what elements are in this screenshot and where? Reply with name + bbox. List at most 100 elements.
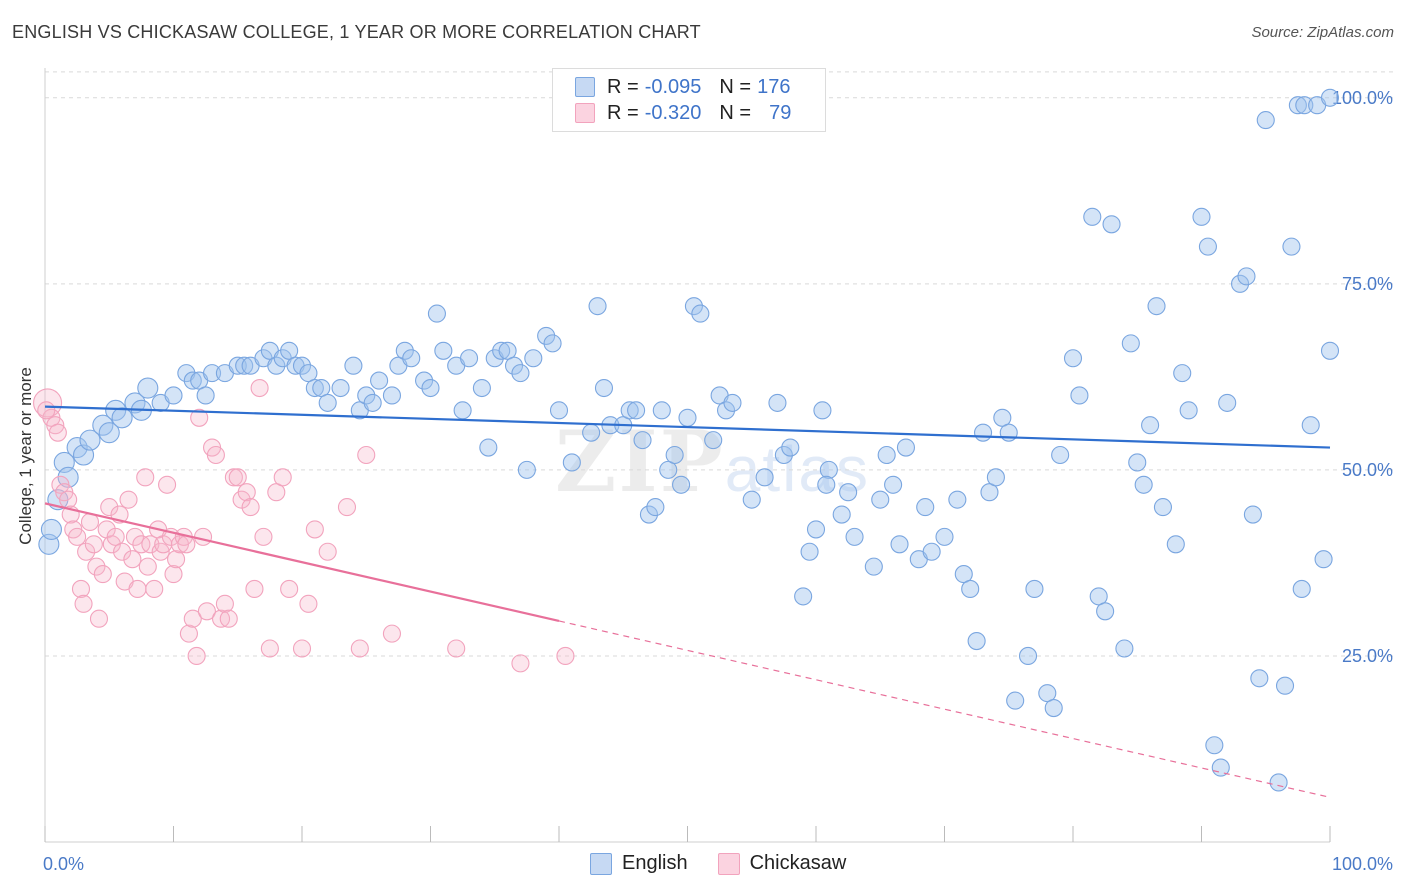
english-point (1115, 639, 1134, 658)
english-point (427, 304, 446, 323)
chickasaw-point (46, 416, 65, 435)
english-point (111, 407, 133, 429)
source-label: Source: ZipAtlas.com (1251, 24, 1394, 41)
english-swatch (575, 77, 595, 97)
english-point (1192, 207, 1211, 226)
english-point (183, 371, 202, 390)
english-point (292, 356, 312, 375)
chickasaw-point (119, 490, 138, 509)
english-point (1147, 297, 1166, 316)
english-point (1063, 349, 1083, 368)
english-point (1102, 215, 1121, 234)
english-point (954, 565, 973, 584)
english-point (1275, 676, 1295, 695)
english-point (267, 356, 286, 375)
stats-row-chickasaw: R = -0.320 N = 79 (575, 100, 791, 126)
bottom-legend: English Chickasaw (590, 852, 876, 875)
english-point (511, 364, 530, 383)
english-point (280, 341, 299, 360)
chickasaw-trend-line-extension (558, 620, 1331, 798)
english-point (890, 535, 909, 554)
english-point (453, 401, 472, 420)
english-point (1256, 111, 1275, 130)
chickasaw-point (211, 609, 231, 628)
english-point (421, 378, 440, 398)
chickasaw-point (556, 646, 575, 665)
chickasaw-point (89, 609, 109, 628)
chickasaw-point (337, 498, 357, 517)
english-n-label: N = (719, 75, 752, 98)
chickasaw-point (177, 535, 196, 554)
chickasaw-point (267, 483, 286, 502)
chickasaw-point (71, 579, 91, 599)
english-point (742, 490, 761, 509)
english-point (832, 505, 851, 524)
english-point (395, 341, 414, 360)
chickasaw-point (164, 565, 183, 584)
english-point (935, 527, 954, 546)
english-point (164, 386, 183, 405)
english-point (986, 468, 1005, 487)
english-point (582, 423, 601, 442)
chickasaw-point (350, 639, 369, 658)
english-point (877, 445, 896, 465)
english-point (299, 364, 318, 383)
chickasaw-point (206, 445, 225, 465)
english-point (1083, 207, 1102, 226)
english-point (774, 445, 793, 465)
english-n-value: 176 (757, 75, 791, 98)
chickasaw-point (84, 535, 103, 554)
english-point (800, 542, 819, 561)
chickasaw-r-value: -0.320 (644, 101, 702, 124)
english-point (203, 364, 222, 383)
english-point (716, 401, 736, 420)
english-point (498, 341, 517, 360)
chickasaw-point (77, 542, 96, 561)
chickasaw-point (123, 550, 142, 569)
chickasaw-n-label: N = (719, 101, 752, 124)
english-point (235, 356, 254, 375)
english-point (794, 587, 813, 606)
english-point (472, 378, 491, 398)
chickasaw-point (382, 624, 402, 643)
chickasaw-point (158, 475, 177, 494)
y-tick-label: 75.0% (1342, 274, 1393, 294)
english-point (1051, 445, 1070, 465)
english-r-value: -0.095 (644, 75, 702, 98)
english-point (492, 341, 511, 360)
chickasaw-swatch (575, 103, 595, 123)
english-point (1292, 579, 1311, 599)
english-point (845, 527, 864, 546)
chickasaw-trend-line (44, 502, 560, 623)
english-point (1282, 237, 1301, 256)
english-point (980, 483, 999, 502)
english-r-label: R = (607, 75, 639, 98)
chickasaw-point (197, 602, 216, 621)
english-point (1205, 736, 1224, 755)
chickasaw-point (305, 520, 324, 539)
english-point (967, 632, 986, 651)
chickasaw-point (280, 579, 299, 599)
english-point (633, 431, 652, 450)
english-point (768, 393, 787, 412)
english-point (434, 341, 453, 360)
english-point (137, 377, 159, 399)
english-point (1314, 550, 1333, 569)
english-point (1173, 364, 1192, 383)
english-point (312, 378, 331, 398)
chickasaw-point (250, 378, 269, 398)
english-point (999, 423, 1018, 442)
chickasaw-point (106, 527, 125, 546)
english-point (639, 505, 659, 524)
english-trend-line (44, 405, 1331, 449)
legend-english-swatch (590, 852, 612, 875)
english-point (537, 326, 556, 345)
english-point (1301, 416, 1320, 435)
chickasaw-r-label: R = (607, 101, 639, 124)
english-point (344, 356, 363, 375)
chickasaw-point (224, 468, 243, 487)
english-point (961, 579, 980, 599)
x-tick-label: 100.0% (1332, 854, 1393, 874)
english-point (1121, 334, 1140, 353)
english-point (459, 349, 479, 368)
